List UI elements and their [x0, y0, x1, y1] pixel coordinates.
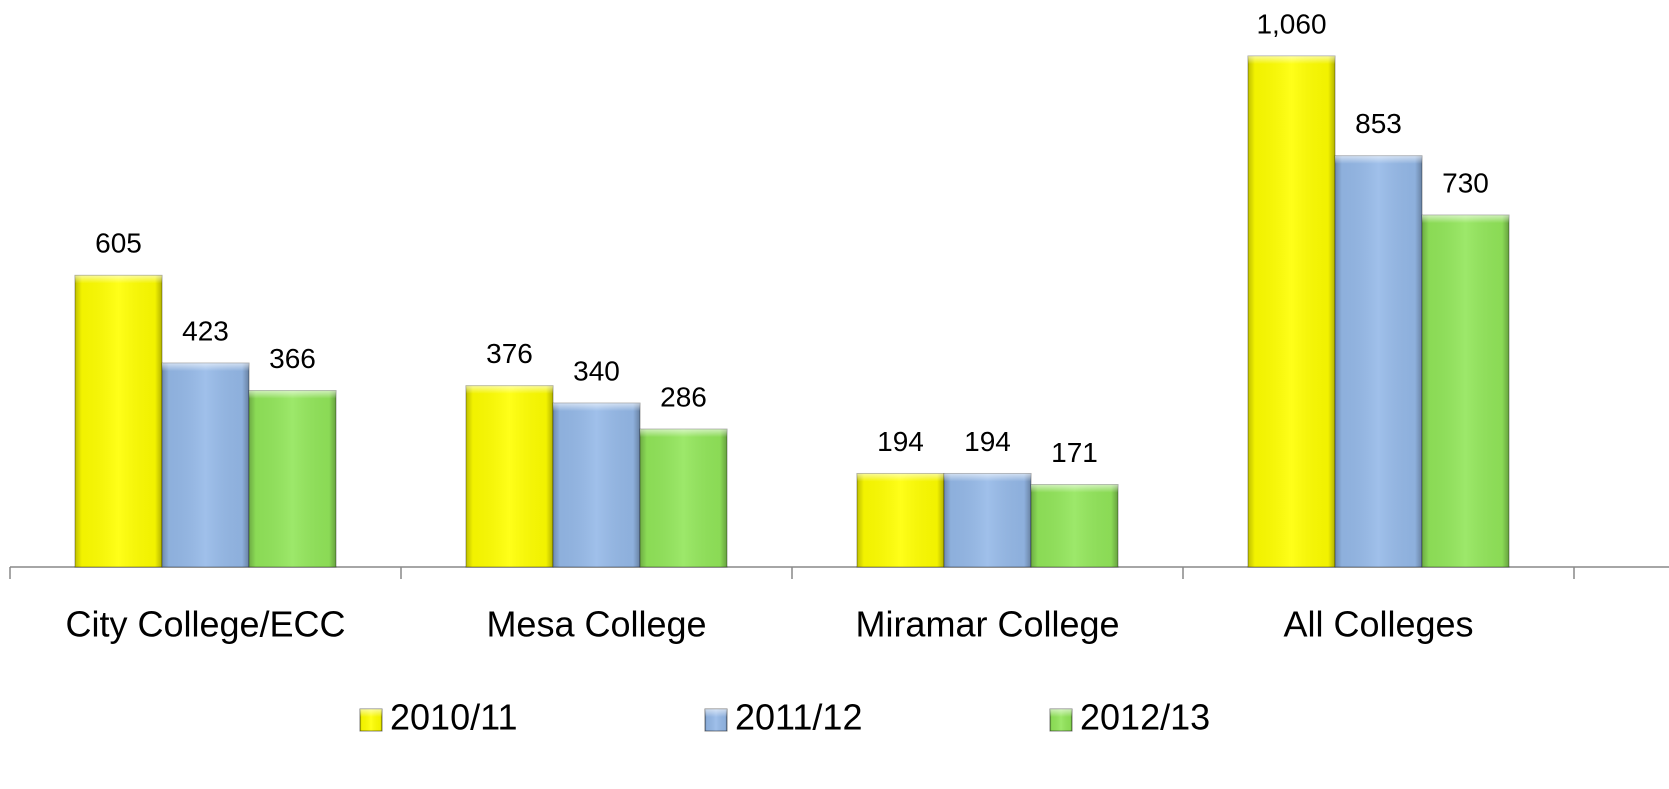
bar: [1030, 484, 1119, 568]
bar: [74, 274, 163, 568]
value-label: 194: [964, 426, 1011, 457]
value-label: 171: [1051, 437, 1098, 468]
bar: [552, 402, 641, 568]
bar: [465, 385, 554, 568]
bar: [1421, 214, 1510, 568]
legend-label: 2010/11: [390, 697, 517, 738]
x-tick-label: City College/ECC: [65, 604, 345, 645]
bar: [1247, 55, 1336, 568]
value-label: 1,060: [1256, 8, 1326, 39]
legend-swatch: [359, 708, 383, 732]
value-label: 423: [182, 315, 229, 346]
value-label: 194: [877, 426, 924, 457]
bar: [248, 390, 337, 568]
bar: [1334, 155, 1423, 568]
value-label: 286: [660, 382, 707, 413]
legend-label: 2011/12: [735, 697, 862, 738]
value-label: 730: [1442, 167, 1489, 198]
x-tick-label: All Colleges: [1283, 604, 1473, 645]
x-tick-label: Mesa College: [486, 604, 706, 645]
value-label: 853: [1355, 108, 1402, 139]
legend-swatch: [1049, 708, 1073, 732]
bar: [161, 362, 250, 568]
value-label: 605: [95, 228, 142, 259]
bar: [943, 472, 1032, 568]
value-label: 376: [486, 338, 533, 369]
bar: [856, 472, 945, 568]
bar: [639, 428, 728, 568]
legend-swatch: [704, 708, 728, 732]
value-label: 340: [573, 355, 620, 386]
x-tick-label: Miramar College: [855, 604, 1119, 645]
legend-label: 2012/13: [1080, 697, 1210, 738]
value-label: 366: [269, 343, 316, 374]
